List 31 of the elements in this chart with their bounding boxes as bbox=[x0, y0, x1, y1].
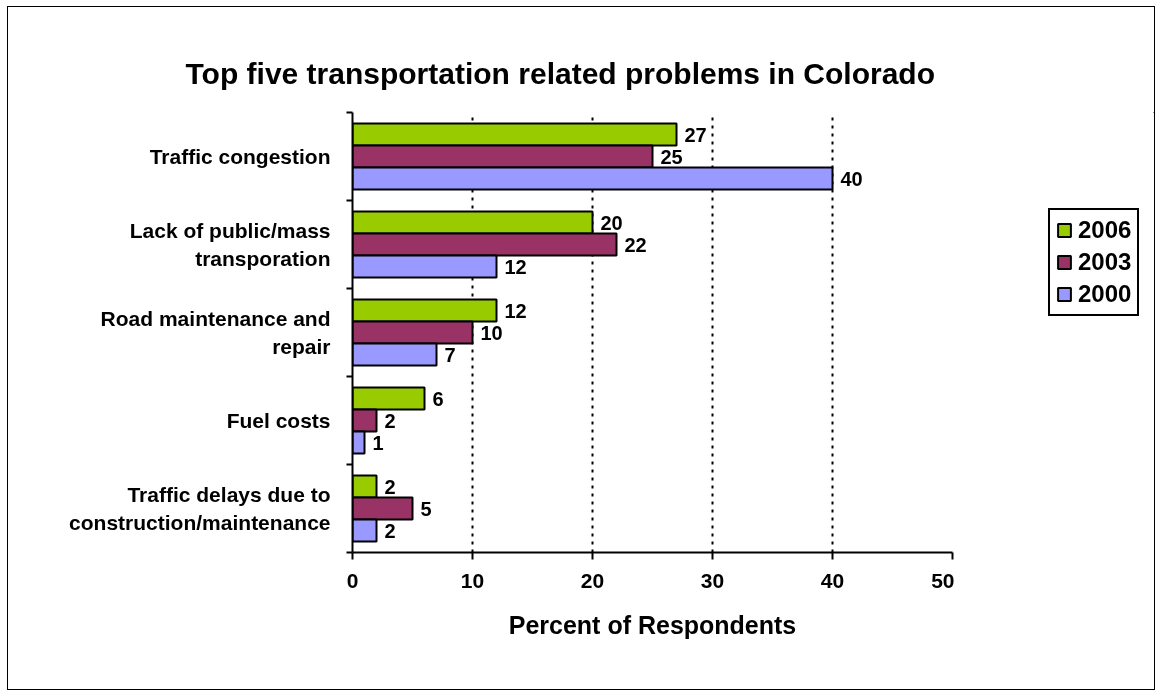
legend-label: 2006 bbox=[1078, 216, 1132, 244]
y-tick-label: Traffic delays due to construction/maintenance bbox=[69, 483, 331, 534]
legend-label: 2003 bbox=[1078, 248, 1132, 276]
x-tick-label: 30 bbox=[700, 568, 725, 592]
data-label: 25 bbox=[660, 145, 683, 168]
data-label: 40 bbox=[840, 167, 863, 190]
data-label: 22 bbox=[624, 233, 647, 256]
y-tick-label: Lack of public/mass transporation bbox=[129, 219, 331, 270]
x-tick-label: 20 bbox=[580, 568, 605, 592]
data-label: 7 bbox=[444, 343, 456, 366]
data-label: 6 bbox=[432, 387, 444, 410]
data-label: 27 bbox=[684, 123, 707, 146]
y-tick-label: Traffic congestion bbox=[149, 145, 331, 168]
x-tick-label: 50 bbox=[931, 568, 955, 592]
y-tick-label: Road maintenance and repair bbox=[100, 307, 331, 358]
data-label: 10 bbox=[480, 321, 503, 344]
data-label: 2 bbox=[384, 519, 396, 542]
data-label: 5 bbox=[420, 497, 432, 520]
y-tick-label: Fuel costs bbox=[226, 409, 331, 432]
chart-title: Top five transportation related problems in Colorado bbox=[185, 56, 936, 90]
x-tick-label: 10 bbox=[460, 568, 485, 592]
data-label: 20 bbox=[600, 211, 623, 234]
data-label: 1 bbox=[372, 431, 384, 454]
data-label: 2 bbox=[384, 409, 396, 432]
x-axis-title: Percent of Respondents bbox=[508, 610, 797, 639]
data-label: 12 bbox=[504, 255, 527, 278]
x-tick-label: 0 bbox=[346, 568, 359, 592]
data-label: 12 bbox=[504, 299, 527, 322]
x-tick-label: 40 bbox=[820, 568, 845, 592]
legend-label: 2000 bbox=[1078, 280, 1132, 308]
data-label: 2 bbox=[384, 475, 396, 498]
